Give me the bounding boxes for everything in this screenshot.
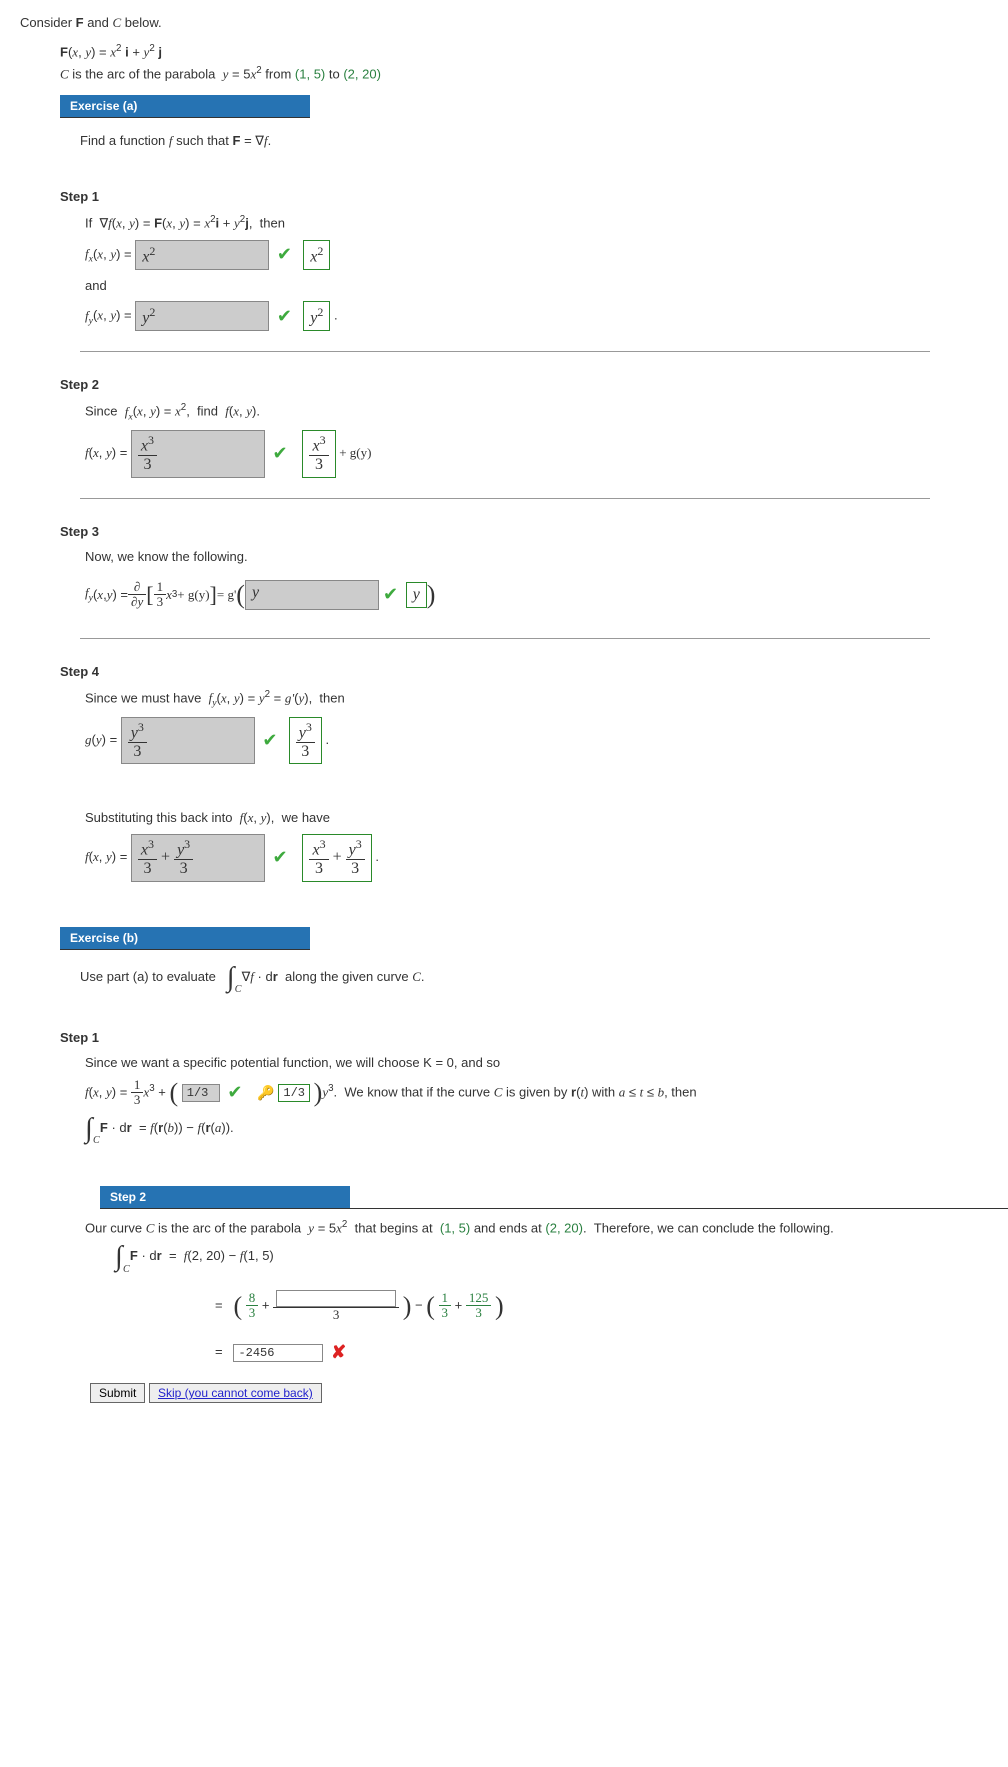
divider [80, 638, 930, 639]
step1-and: and [85, 278, 988, 293]
check-icon: ✔ [277, 306, 292, 326]
intro-text: Consider F and C below. [20, 15, 988, 31]
step-2-label: Step 2 [60, 377, 988, 392]
key-icon: 🔑 [257, 1084, 274, 1100]
step-4-label: Step 4 [60, 664, 988, 679]
intro-consider: Consider F and C below. [20, 15, 162, 30]
c-definition: C is the arc of the parabola y = 5x2 fro… [60, 63, 988, 85]
step-4: Step 4 Since we must have fy(x, y) = y2 … [60, 664, 988, 882]
step-3-label: Step 3 [60, 524, 988, 539]
answer-coef-y3[interactable]: 1/3 [182, 1084, 220, 1102]
check-icon: ✔ [383, 584, 398, 605]
blank-numerator-input[interactable] [276, 1290, 396, 1307]
b-step-1: Step 1 Since we want a specific potentia… [60, 1030, 988, 1141]
answer-gprime-arg[interactable]: y [245, 580, 379, 610]
exercise-a-header: Exercise (a) [60, 95, 310, 118]
step-2: Step 2 Since fx(x, y) = x2, find f(x, y)… [60, 377, 988, 477]
step1-fx: fx(x, y) = x2 ✔ x2 [85, 240, 988, 270]
button-row: Submit Skip (you cannot come back) [90, 1383, 988, 1403]
b-step1-integral: ∫C F · dr = f(r(b)) − f(r(a)). [85, 1116, 988, 1141]
step1-fy: fy(x, y) = y2 ✔ y2 . [85, 301, 988, 331]
step4-g: g(y) = y33 ✔ y33 . [85, 717, 988, 765]
correct-fy: y2 [303, 301, 330, 331]
b-step-2-header: Step 2 [100, 1186, 350, 1209]
cross-icon: ✘ [331, 1342, 346, 1362]
final-answer-input[interactable]: -2456 [233, 1344, 323, 1362]
step3-eq: fy(x, y) = ∂∂y [ 13x3 + g(y) ] = g' ( y … [85, 580, 435, 610]
step2-line1: Since fx(x, y) = x2, find f(x, y). [85, 402, 988, 422]
correct-fx: x2 [303, 240, 330, 270]
step3-line1: Now, we know the following. [85, 549, 988, 564]
step1-line1: If ∇f(x, y) = F(x, y) = x2i + y2j, then [85, 214, 988, 231]
f-definition: F(x, y) = x2 i + y2 j [60, 41, 988, 63]
exercise-a-instruction: Find a function f such that F = ∇f. [80, 133, 988, 149]
b-step-1-label: Step 1 [60, 1030, 988, 1045]
correct-f-final: x33 + y33 [302, 834, 371, 882]
b-step2-eq3: = -2456 ✘ [215, 1342, 988, 1363]
step-1: Step 1 If ∇f(x, y) = F(x, y) = x2i + y2j… [60, 189, 988, 331]
b-step2-eq1: ∫C F · dr = f(2, 20) − f(1, 5) [115, 1244, 988, 1269]
step2-eq: f(x, y) = x33 ✔ x33 + g(y) [85, 430, 988, 478]
step4-line1: Since we must have fy(x, y) = y2 = g'(y)… [85, 689, 988, 709]
check-icon: ✔ [262, 730, 277, 750]
submit-button[interactable]: Submit [90, 1383, 145, 1403]
correct-g: y33 [289, 717, 322, 765]
step-3: Step 3 Now, we know the following. fy(x,… [60, 524, 988, 618]
exercise-b-header: Exercise (b) [60, 927, 310, 950]
b-step1-line1: Since we want a specific potential funct… [85, 1055, 988, 1070]
skip-button[interactable]: Skip (you cannot come back) [149, 1383, 322, 1403]
intro-equations: F(x, y) = x2 i + y2 j C is the arc of th… [60, 41, 988, 85]
hint-coef-y3: 1/3 [278, 1084, 310, 1102]
answer-f-final[interactable]: x33 + y33 [131, 834, 265, 882]
step4-subst: Substituting this back into f(x, y), we … [85, 810, 988, 826]
check-icon: ✔ [273, 443, 288, 463]
divider [80, 498, 930, 499]
answer-g[interactable]: y33 [121, 717, 255, 765]
b-step2-eq2: = ( 83 + 3 ) − ( 13 + 1253 ) [215, 1290, 988, 1322]
b-step-2: Our curve C is the arc of the parabola y… [60, 1219, 988, 1363]
step-1-label: Step 1 [60, 189, 988, 204]
correct-gprime-arg: y [406, 582, 427, 608]
step4-f-final: f(x, y) = x33 + y33 ✔ x33 + y33 . [85, 834, 988, 882]
correct-f: x33 [302, 430, 335, 478]
answer-f[interactable]: x33 [131, 430, 265, 478]
divider [80, 351, 930, 352]
answer-fx[interactable]: x2 [135, 240, 269, 270]
check-icon: ✔ [277, 244, 292, 264]
check-icon: ✔ [227, 1082, 242, 1102]
check-icon: ✔ [273, 847, 288, 867]
exercise-b-instruction: Use part (a) to evaluate ∫C ∇f · dr alon… [80, 965, 988, 990]
b-step2-line1: Our curve C is the arc of the parabola y… [85, 1219, 988, 1236]
b-step1-f: f(x, y) = 13x3 + ( 1/3 ✔ 🔑 1/3 )y3. We k… [85, 1078, 988, 1108]
answer-fy[interactable]: y2 [135, 301, 269, 331]
